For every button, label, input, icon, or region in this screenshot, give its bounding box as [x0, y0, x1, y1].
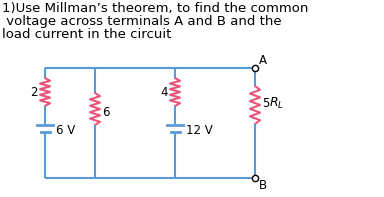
Text: 2: 2 [30, 85, 38, 98]
Text: 1)Use Millman’s theorem, to find the common: 1)Use Millman’s theorem, to find the com… [2, 2, 308, 15]
Text: 6: 6 [102, 106, 109, 119]
Text: voltage across terminals A and B and the: voltage across terminals A and B and the [2, 15, 281, 28]
Text: load current in the circuit: load current in the circuit [2, 28, 171, 41]
Text: 12 V: 12 V [186, 124, 213, 137]
Text: B: B [259, 179, 267, 192]
Text: 5: 5 [262, 97, 269, 110]
Text: $R_L$: $R_L$ [269, 96, 284, 111]
Text: A: A [259, 54, 267, 67]
Text: 4: 4 [161, 85, 168, 98]
Text: 6 V: 6 V [56, 124, 75, 137]
